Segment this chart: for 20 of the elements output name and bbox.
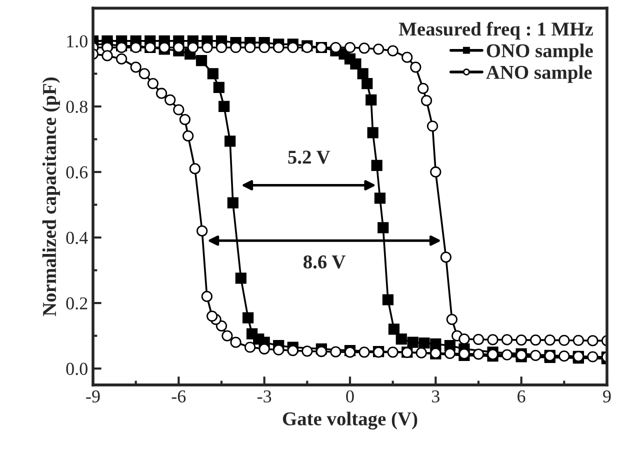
x-tick-label: -3	[257, 390, 272, 402]
x-tick-label: -6	[172, 390, 186, 402]
x-tick-label: 3	[432, 390, 440, 402]
x-tick-label: 9	[603, 390, 611, 402]
y-tick-label: 0.4	[66, 232, 88, 244]
annotation: 8.6 V	[304, 255, 346, 269]
y-tick-label: 1.0	[67, 35, 88, 48]
legend-label: ONO sample	[486, 44, 593, 62]
x-tick-label: -9	[86, 390, 100, 402]
x-axis-title: Gate voltage (V)	[282, 412, 418, 430]
y-axis-title: Normalized capacitance (pF)	[42, 78, 60, 316]
x-tick-label: 0	[346, 390, 354, 402]
y-tick-label: 0.6	[66, 166, 88, 179]
y-tick-label: 0.2	[66, 297, 88, 310]
legend-title: Measured freq : 1 MHz	[398, 22, 593, 40]
y-tick-label: 0.8	[66, 100, 88, 113]
y-tick-label: 0.0	[66, 362, 88, 376]
legend-label: ANO sample	[486, 65, 592, 83]
annotation: 5.2 V	[288, 150, 330, 164]
x-tick-label: 6	[518, 390, 526, 402]
